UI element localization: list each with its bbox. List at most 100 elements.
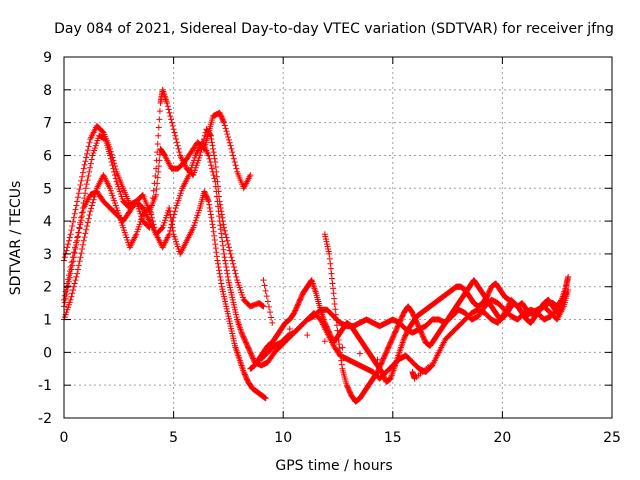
data-point [67,270,74,277]
data-point [230,260,237,267]
data-point [87,160,94,167]
data-point [111,160,118,167]
data-point [220,221,227,228]
x-tick-label: 25 [603,430,621,446]
data-point [153,191,160,198]
data-point [201,136,208,143]
data-point [154,149,161,156]
data-point [330,290,337,297]
data-point [226,247,233,254]
series-track-4 [61,139,572,382]
data-point [168,221,175,228]
data-point [222,260,229,267]
data-point [87,164,94,171]
data-point [209,168,216,175]
data-point [149,195,156,202]
data-point [165,106,172,113]
data-point [72,277,79,284]
data-point [73,273,80,280]
data-point [68,227,75,234]
data-point [205,197,212,204]
y-tick-label: -1 [38,378,52,394]
x-tick-label: 5 [169,430,178,446]
data-point [223,128,230,135]
data-point [225,244,232,251]
data-point [213,188,220,195]
data-point [167,113,174,120]
data-point [229,257,236,264]
data-point [150,187,157,194]
data-point [221,254,228,261]
data-point [176,149,183,156]
data-point [214,198,221,205]
data-point [71,280,78,287]
data-point [228,254,235,261]
data-point [214,257,221,264]
data-point [71,210,78,217]
data-point [212,163,219,170]
data-point [217,226,224,233]
data-point [171,208,178,215]
data-point [79,241,86,248]
data-point [65,278,72,285]
data-point [334,327,341,334]
data-point [155,132,162,139]
data-point [73,202,80,209]
data-point [209,142,216,149]
data-point [152,172,159,179]
data-point [166,231,173,238]
data-point [391,362,398,369]
y-axis-label: SDTVAR / TECUs [8,181,24,296]
data-point [80,165,87,172]
data-point [222,125,229,132]
data-point [208,136,215,143]
data-point [61,299,68,306]
y-tick-label: 6 [43,148,52,164]
data-point [261,282,268,289]
data-point [208,214,215,221]
data-point [79,169,86,176]
data-point [87,208,94,215]
series-track-6 [321,231,569,405]
data-point [221,224,228,231]
data-point [65,282,72,289]
data-point [222,257,229,264]
data-point [220,118,227,125]
data-point [335,332,341,339]
data-point [211,175,218,182]
data-point [221,119,228,126]
data-point [82,190,89,197]
data-point [224,131,231,138]
data-point [214,203,221,210]
data-point [77,221,84,228]
data-point [77,181,84,188]
data-point [164,103,171,110]
data-point [210,224,217,231]
x-tick-label: 10 [274,430,292,446]
data-point [225,133,232,140]
data-point [153,186,160,193]
data-point [221,122,228,129]
data-point [154,140,161,147]
data-point [86,139,93,146]
data-point [221,250,228,257]
data-point [110,157,117,164]
data-point [86,168,93,175]
data-point [72,245,79,252]
data-point [153,165,160,172]
data-point [247,172,254,179]
data-point [76,186,83,193]
data-point [233,273,240,280]
data-point [172,132,179,139]
data-point [339,344,346,351]
data-point [562,290,569,297]
data-point [84,177,91,184]
data-point [374,356,381,363]
data-point [211,232,218,239]
series-track-2 [61,86,267,310]
data-point [175,145,182,152]
data-point [228,145,235,152]
data-point [112,165,119,172]
data-point [212,183,219,190]
data-point [209,221,216,228]
